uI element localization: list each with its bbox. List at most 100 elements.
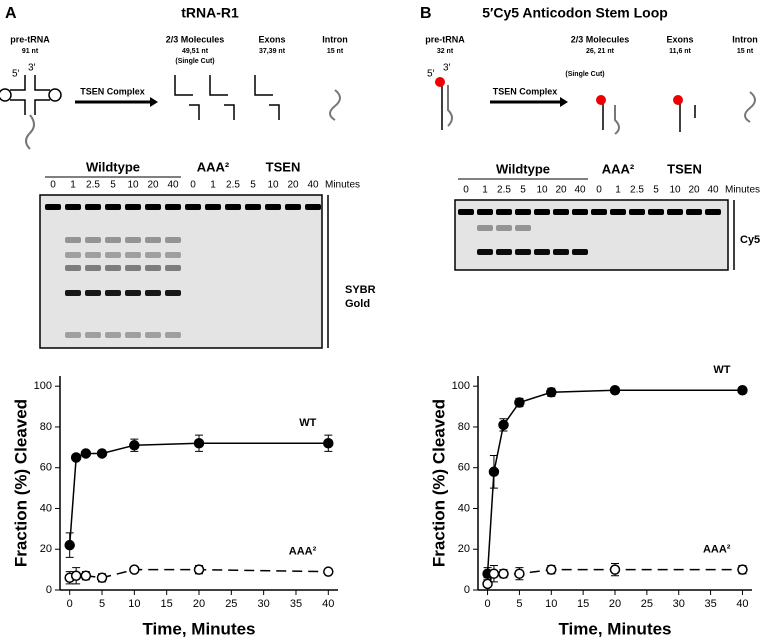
band <box>667 209 683 215</box>
band <box>65 265 81 271</box>
molecule <box>10 75 50 115</box>
data-point <box>737 385 748 396</box>
intron <box>447 85 453 127</box>
y-tick-label: 80 <box>458 421 470 433</box>
lane-label: 2.5 <box>226 180 240 191</box>
band <box>165 237 181 243</box>
band <box>477 249 493 255</box>
band <box>496 209 512 215</box>
band <box>125 237 141 243</box>
data-point <box>498 568 509 579</box>
x-tick-label: 40 <box>736 598 748 610</box>
enzyme: TSEN Complex <box>80 86 145 96</box>
series-line <box>68 442 329 546</box>
band <box>245 204 261 210</box>
data-point <box>323 566 334 577</box>
band <box>515 209 531 215</box>
note: (Single Cut) <box>175 58 214 65</box>
lane-label: 1 <box>615 185 621 196</box>
lane-label: 40 <box>167 180 179 191</box>
intron <box>614 105 620 135</box>
data-point <box>488 466 500 478</box>
data-point <box>609 385 621 396</box>
x-tick-label: 0 <box>67 598 73 610</box>
enzyme: TSEN Complex <box>493 86 558 96</box>
group-label: AAA² <box>602 161 635 176</box>
stain-label: Gold <box>345 298 370 310</box>
y-tick-label: 40 <box>458 502 470 514</box>
band <box>145 237 161 243</box>
item-name: 2/3 Molecules <box>571 34 630 44</box>
molecule <box>0 88 12 102</box>
data-point <box>80 570 92 581</box>
lane-label: 2.5 <box>630 185 644 196</box>
band <box>185 204 201 210</box>
data-point <box>482 578 493 590</box>
band <box>686 209 702 215</box>
band <box>572 249 588 255</box>
group-label: TSEN <box>667 161 702 176</box>
x-tick-label: 15 <box>161 598 173 610</box>
band <box>85 332 101 338</box>
data-point <box>193 438 205 449</box>
band <box>145 332 161 338</box>
lane-label: 40 <box>574 185 586 196</box>
item-name: Intron <box>732 34 758 44</box>
lane-label: 1 <box>482 185 488 196</box>
data-point <box>96 572 108 584</box>
data-point <box>514 568 525 579</box>
data-point <box>129 564 140 575</box>
lane-label: 20 <box>147 180 159 191</box>
x-tick-label: 25 <box>225 598 237 610</box>
y-tick-label: 60 <box>458 462 470 474</box>
group-label: AAA² <box>197 159 230 174</box>
end-label: 3′ <box>28 63 36 74</box>
band <box>165 252 181 258</box>
group-label: Wildtype <box>496 161 550 176</box>
lane-label: 40 <box>707 185 719 196</box>
data-point <box>96 448 108 459</box>
data-point <box>609 564 621 575</box>
band <box>553 209 569 215</box>
lane-label: 1 <box>210 180 216 191</box>
group-label: TSEN <box>266 159 301 174</box>
band <box>145 252 161 258</box>
band <box>165 332 181 338</box>
lane-label: 5 <box>110 180 116 191</box>
x-tick-label: 5 <box>99 598 105 610</box>
band <box>145 204 161 210</box>
arrow-head <box>150 97 158 107</box>
x-axis-title: Time, Minutes <box>558 619 671 638</box>
band <box>125 265 141 271</box>
x-axis-title: Time, Minutes <box>142 619 255 638</box>
band <box>305 204 321 210</box>
band <box>648 209 664 215</box>
lane-label: 20 <box>287 180 299 191</box>
y-tick-label: 20 <box>458 543 470 555</box>
item-size: 37,39 nt <box>259 48 286 55</box>
x-tick-label: 0 <box>484 598 490 610</box>
band <box>105 237 121 243</box>
x-tick-label: 10 <box>545 598 557 610</box>
band <box>85 265 101 271</box>
lane-label: 0 <box>190 180 196 191</box>
band <box>477 225 493 231</box>
panel-title: tRNA-R1 <box>181 5 239 21</box>
band <box>553 249 569 255</box>
x-tick-label: 15 <box>577 598 589 610</box>
stain-label: Cy5 <box>740 234 760 246</box>
data-point <box>737 564 748 575</box>
molecule <box>174 75 200 120</box>
end-label: 5′ <box>427 69 435 80</box>
band <box>572 209 588 215</box>
data-point <box>323 438 334 449</box>
item-size: 32 nt <box>437 48 454 55</box>
y-tick-label: 40 <box>40 502 52 514</box>
band <box>105 290 121 296</box>
data-point <box>488 568 500 579</box>
y-tick-label: 100 <box>34 380 52 392</box>
series-label: WT <box>299 417 316 429</box>
data-point <box>514 397 525 408</box>
band <box>105 332 121 338</box>
